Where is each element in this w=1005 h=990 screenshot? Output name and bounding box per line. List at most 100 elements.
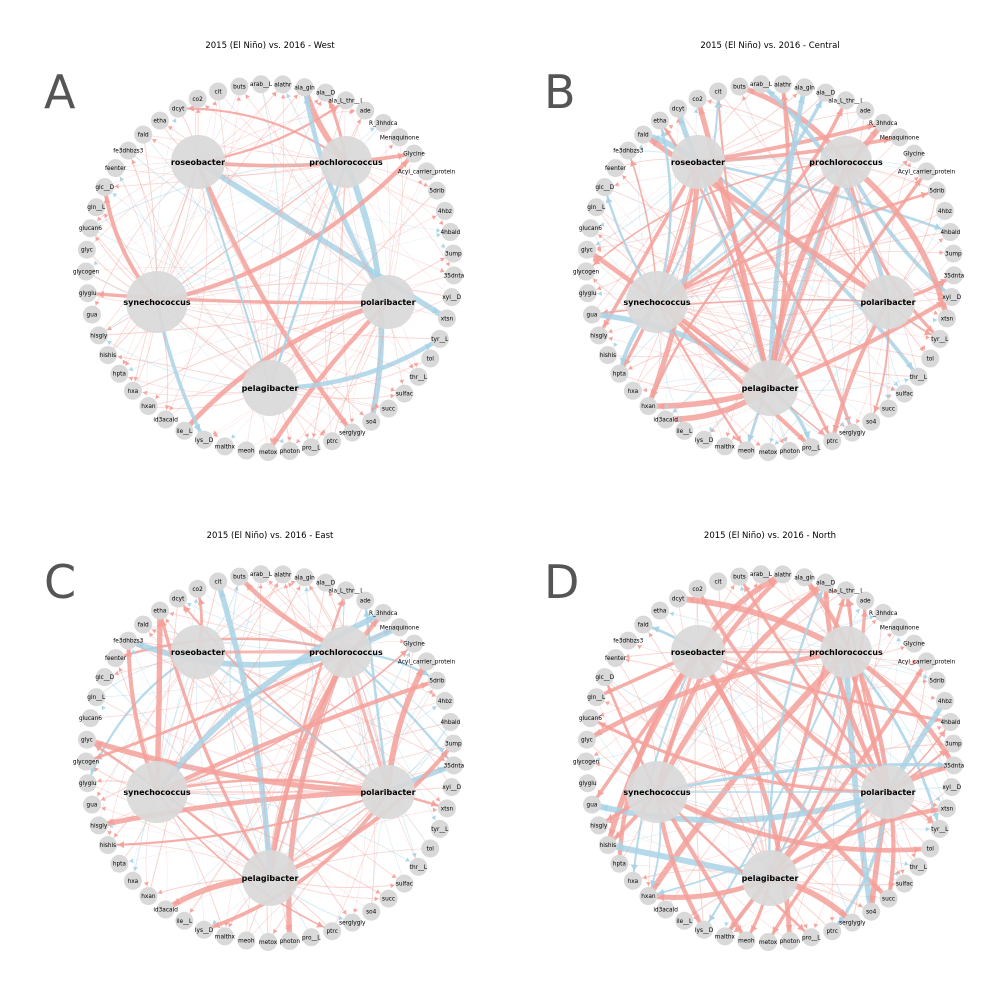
metabolite-label: co2 bbox=[692, 97, 703, 103]
metabolite-label: hxa bbox=[628, 879, 639, 885]
edge-arrowhead bbox=[90, 767, 97, 774]
hub-nodes: roseobacter prochlorococcus polaribacter pe… bbox=[623, 135, 916, 416]
edge bbox=[769, 153, 915, 389]
edge bbox=[107, 790, 389, 847]
metabolite-node bbox=[441, 223, 460, 241]
metabolite-label: 3ump bbox=[945, 252, 962, 258]
edge-arrowhead bbox=[937, 761, 944, 769]
metabolite-node bbox=[336, 581, 355, 600]
metabolite-node bbox=[336, 91, 355, 110]
edge bbox=[656, 210, 946, 303]
edge-arrowhead bbox=[709, 426, 714, 432]
edge-arrowhead bbox=[439, 268, 445, 273]
edge-arrowhead bbox=[286, 93, 291, 99]
metabolite-label: tol bbox=[426, 357, 434, 363]
edge bbox=[615, 167, 771, 389]
metabolite-node bbox=[444, 756, 463, 775]
edge-arrowhead bbox=[857, 902, 863, 907]
hub-nodes: roseobacter prochlorococcus polaribacter pe… bbox=[123, 625, 416, 906]
metabolite-label: Menaquinone bbox=[880, 625, 920, 631]
metabolite-node bbox=[715, 437, 734, 456]
metabolite-label: ile__L bbox=[676, 919, 693, 925]
edge-arrowhead bbox=[117, 354, 123, 360]
edge bbox=[656, 153, 915, 303]
edge-arrowhead bbox=[101, 705, 106, 711]
metabolite-label: gua bbox=[587, 803, 598, 809]
edge-arrowhead bbox=[817, 428, 825, 435]
edge-arrowhead bbox=[856, 418, 861, 424]
metabolite-node bbox=[619, 631, 638, 650]
hub-node bbox=[671, 135, 725, 189]
metabolite-node bbox=[89, 816, 108, 835]
edge-arrowhead bbox=[131, 159, 136, 165]
edge-arrowhead bbox=[280, 94, 286, 99]
metabolite-node bbox=[598, 346, 617, 365]
metabolite-node bbox=[595, 668, 614, 687]
metabolite-node bbox=[816, 83, 835, 102]
metabolite-node bbox=[669, 99, 688, 118]
metabolite-node bbox=[95, 178, 114, 197]
metabolite-node bbox=[175, 421, 194, 440]
edge bbox=[596, 696, 889, 793]
edge-arrowhead bbox=[693, 914, 700, 922]
edge-arrowhead bbox=[157, 889, 163, 895]
hub-label: pelagibacter bbox=[242, 874, 299, 883]
metabolite-node bbox=[442, 778, 461, 797]
edge-arrowhead bbox=[822, 592, 830, 599]
edge bbox=[260, 87, 305, 389]
edge-arrowhead bbox=[628, 365, 633, 370]
edge bbox=[239, 86, 389, 303]
edge-arrowhead bbox=[934, 223, 941, 230]
metabolite-node bbox=[752, 75, 770, 94]
metabolite-node bbox=[316, 83, 335, 102]
metabolite-node bbox=[577, 752, 595, 771]
edge-arrowhead bbox=[821, 425, 829, 433]
metabolite-node bbox=[417, 162, 436, 181]
metabolite-label: malthx bbox=[715, 934, 736, 940]
metabolite-node bbox=[598, 836, 617, 855]
metabolite-node bbox=[323, 922, 342, 941]
metabolite-node bbox=[578, 284, 597, 303]
metabolite-label: ala_gln bbox=[794, 85, 815, 91]
edge-arrowhead bbox=[813, 923, 819, 928]
metabolite-label: pro__L bbox=[802, 935, 821, 941]
edge bbox=[697, 161, 771, 389]
edge-arrowhead bbox=[103, 197, 111, 204]
metabolite-label: ala__D bbox=[316, 581, 336, 587]
metabolite-node bbox=[444, 266, 463, 285]
metabolite-label: hpta bbox=[113, 862, 127, 868]
edge-arrowhead bbox=[439, 257, 445, 263]
metabolite-label: metox bbox=[759, 940, 778, 946]
edge-arrowhead bbox=[270, 437, 275, 443]
edge bbox=[119, 791, 389, 864]
edge bbox=[615, 648, 847, 659]
edge-arrowhead bbox=[164, 405, 170, 410]
metabolite-label: gln__L bbox=[587, 205, 606, 211]
metabolite-node bbox=[879, 889, 898, 908]
metabolite-node bbox=[941, 223, 960, 241]
metabolite-node bbox=[795, 78, 814, 97]
edge-arrowhead bbox=[603, 319, 610, 327]
metabolite-label: arab__L bbox=[250, 572, 273, 578]
edge-arrowhead bbox=[594, 751, 599, 756]
metabolite-label: etha bbox=[153, 119, 167, 125]
edge bbox=[697, 643, 915, 666]
edge-arrowhead bbox=[890, 386, 896, 391]
metabolite-label: 4hbz bbox=[938, 699, 952, 705]
edge bbox=[585, 649, 847, 742]
metabolite-label: R_3hhdca bbox=[869, 611, 898, 617]
edge-arrowhead bbox=[933, 310, 938, 315]
metabolite-label: alathr bbox=[274, 572, 292, 578]
metabolite-label: ala_gln bbox=[794, 575, 815, 581]
edge bbox=[695, 587, 889, 794]
metabolite-node bbox=[441, 713, 460, 731]
metabolite-label: thr__L bbox=[910, 865, 928, 871]
edge-arrowhead bbox=[599, 722, 607, 729]
edge-arrowhead bbox=[939, 741, 944, 747]
hub-label: synechococcus bbox=[623, 788, 690, 797]
edge-arrowhead bbox=[785, 924, 793, 931]
edge-arrowhead bbox=[660, 130, 668, 137]
edge-arrowhead bbox=[923, 328, 931, 336]
edge bbox=[756, 574, 771, 879]
hub-label: synechococcus bbox=[123, 788, 190, 797]
